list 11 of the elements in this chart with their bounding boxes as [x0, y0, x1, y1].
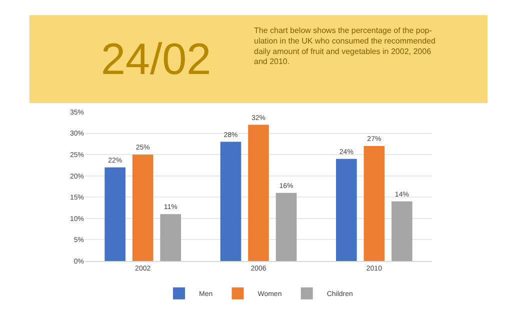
chart-subtitle: The chart below shows the percentage of the pop- ulation in the UK who consumed the recommended daily amount of fruit and vegetables in 2002, 2006 and 2010. [254, 26, 436, 66]
bar [392, 201, 412, 261]
bar [104, 167, 126, 261]
bar [248, 124, 269, 261]
bar [336, 158, 357, 261]
bar [276, 192, 297, 261]
chart-title: 24/02 [101, 35, 212, 84]
bar [364, 146, 385, 261]
bar [160, 214, 181, 261]
bar [220, 142, 242, 261]
bar [132, 154, 154, 261]
